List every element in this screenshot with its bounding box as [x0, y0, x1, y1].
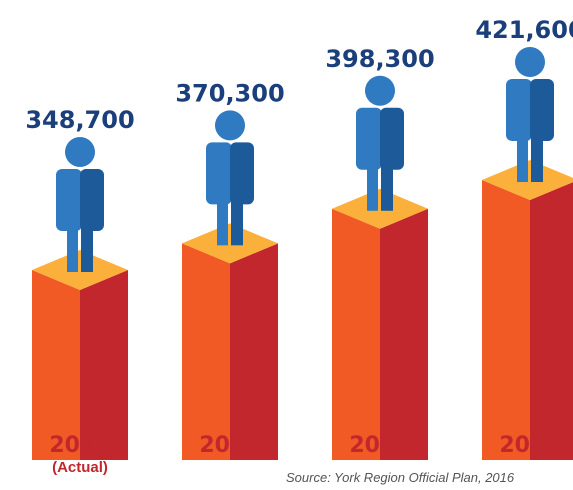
- pillar: [482, 160, 573, 460]
- category-label: 2026: [349, 433, 410, 458]
- category-sublabel: (Actual): [52, 459, 108, 476]
- person-leg: [381, 162, 393, 211]
- pillar-left: [332, 208, 380, 460]
- person-body: [80, 169, 104, 231]
- person-leg: [81, 224, 93, 272]
- pillar-right: [230, 243, 278, 460]
- pillar-top: [332, 188, 428, 229]
- person-leg: [367, 162, 378, 211]
- person-body: [56, 169, 82, 231]
- pillar-left: [482, 180, 530, 460]
- pillar-right: [80, 270, 128, 460]
- category-label: 2031: [499, 433, 560, 458]
- pillar-right: [380, 208, 428, 460]
- person-body: [506, 79, 532, 141]
- person-icon: [56, 137, 104, 272]
- person-leg: [217, 197, 228, 246]
- value-label: 421,600: [475, 16, 573, 44]
- value-label: 398,300: [325, 45, 434, 73]
- pillar-right: [530, 182, 573, 460]
- person-leg: [67, 224, 78, 272]
- pillar: [182, 223, 278, 460]
- category-label: 2018: [49, 433, 110, 458]
- source-note: Source: York Region Official Plan, 2016: [286, 470, 515, 485]
- value-label: 370,300: [175, 79, 284, 107]
- person-head: [515, 47, 545, 77]
- person-body: [380, 107, 404, 170]
- person-head: [215, 110, 245, 141]
- pillar-top: [32, 250, 128, 290]
- category-label: 2021: [199, 433, 260, 458]
- person-head: [65, 137, 95, 167]
- pillar-left: [32, 270, 80, 460]
- person-icon: [506, 47, 554, 182]
- person-body: [206, 142, 232, 205]
- person-body: [530, 79, 554, 141]
- person-leg: [531, 134, 543, 182]
- person-icon: [356, 75, 404, 211]
- pillar: [332, 188, 428, 460]
- person-body: [356, 107, 382, 170]
- person-leg: [517, 134, 528, 182]
- person-leg: [231, 197, 243, 246]
- pillar-top: [182, 223, 278, 264]
- value-label: 348,700: [25, 106, 134, 134]
- pillar: [32, 250, 128, 460]
- person-icon: [206, 110, 254, 246]
- pillar-left: [182, 243, 230, 460]
- person-body: [230, 142, 254, 205]
- person-head: [365, 75, 395, 106]
